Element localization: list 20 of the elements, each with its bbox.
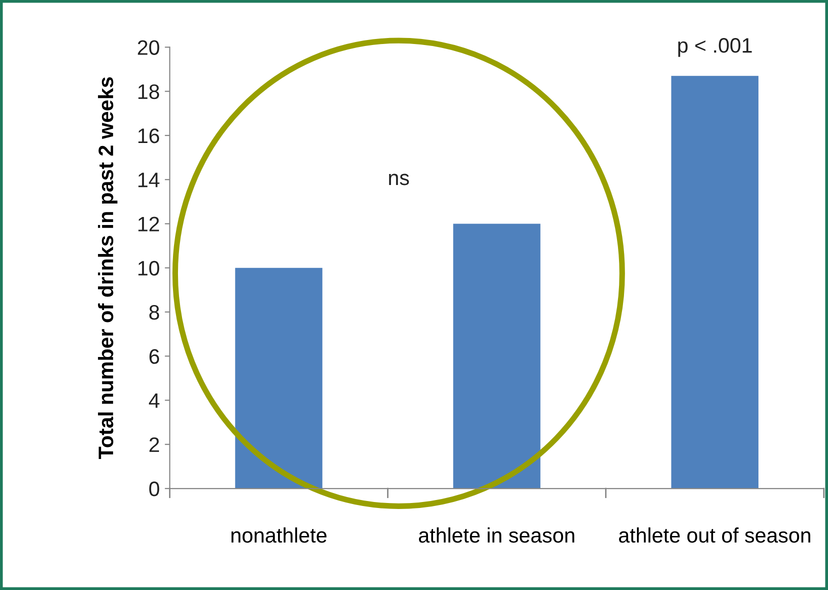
y-tick-label: 6 (149, 349, 160, 364)
y-tick-label: 14 (138, 172, 160, 188)
x-tick-label: athlete out of season (619, 527, 810, 543)
bar (671, 76, 758, 489)
x-tick-label: athlete in season (418, 527, 574, 543)
y-tick-label: 10 (138, 260, 160, 276)
annotation: p < .001 (678, 38, 752, 57)
y-tick-label: 12 (138, 216, 159, 232)
y-tick-label: 2 (149, 437, 159, 452)
y-tick-label: 4 (148, 393, 160, 408)
y-tick-label: 16 (138, 128, 160, 144)
y-axis-title: Total number of drinks in past 2 weeks (98, 77, 118, 460)
y-tick-label: 0 (149, 482, 160, 496)
x-tick-label: nonathlete (231, 527, 326, 543)
y-tick-label: 18 (138, 84, 160, 100)
y-tick-label: 8 (149, 304, 160, 320)
y-tick-label: 20 (138, 40, 160, 55)
annotation: ns (389, 174, 409, 186)
bar (453, 224, 540, 489)
bar (235, 268, 322, 489)
